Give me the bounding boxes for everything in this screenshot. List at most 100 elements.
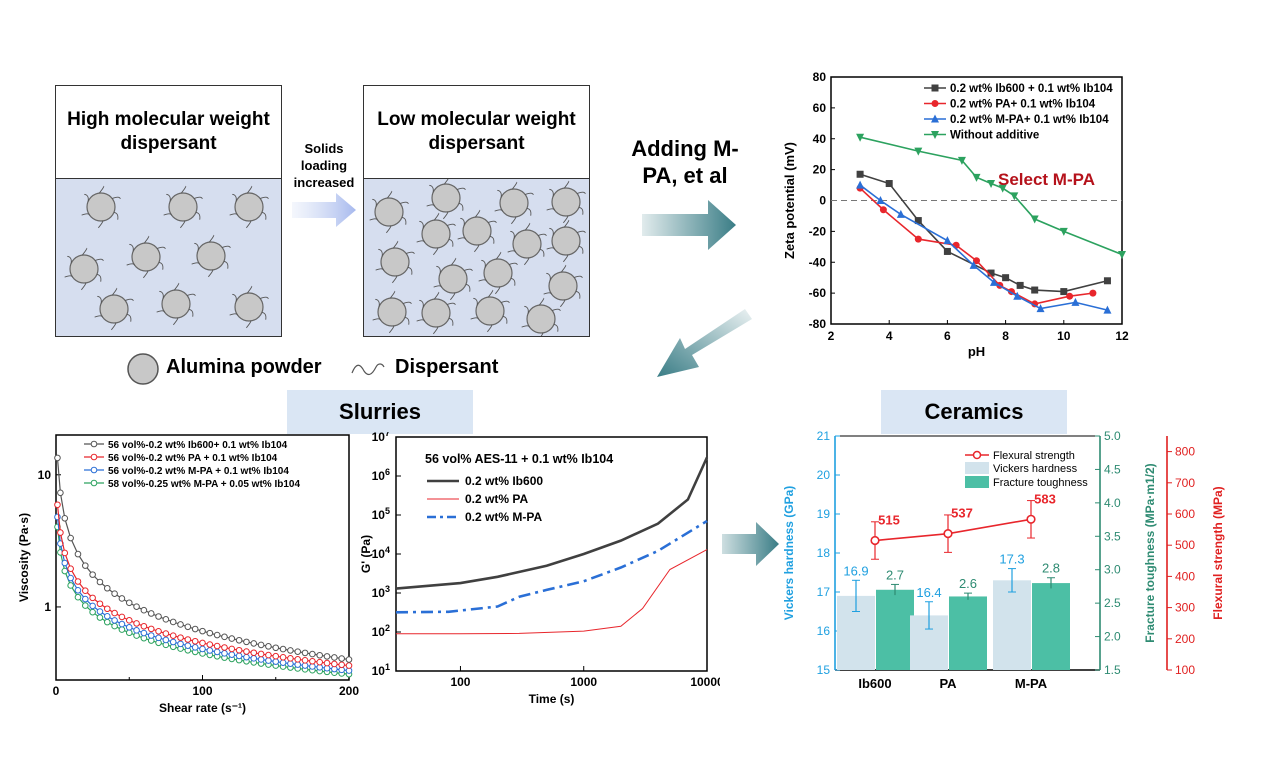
data-point (67, 574, 74, 582)
legend-label: 0.2 wt% M-PA (465, 510, 542, 524)
data-point (177, 640, 184, 648)
chart-title: 56 vol% AES-11 + 0.1 wt% Ib104 (425, 452, 613, 466)
data-point (1059, 227, 1068, 236)
data-point (952, 241, 960, 249)
particle (543, 264, 583, 308)
value-label-hardness: 16.4 (916, 585, 941, 600)
y-tick-label: 101 (372, 662, 390, 678)
x-tick-label: 100 (450, 675, 470, 689)
adding-arrow (642, 200, 736, 250)
data-point (155, 627, 162, 635)
particle (372, 290, 412, 334)
x-tick-label: 4 (886, 329, 893, 343)
data-point (67, 534, 74, 542)
data-point (221, 650, 228, 657)
y-tick-label: 104 (372, 545, 390, 561)
data-point (943, 236, 952, 245)
panel-high-mw-title: High molecular weight dispersant (56, 86, 281, 179)
data-point (943, 247, 951, 255)
data-point (61, 559, 69, 567)
solids-arrow (292, 193, 356, 227)
data-point (140, 622, 148, 630)
data-point (345, 656, 353, 663)
data-point (1013, 291, 1022, 300)
data-point (338, 655, 345, 662)
particle (521, 297, 561, 341)
legend-marker (931, 84, 939, 92)
x-tick-label: 2 (828, 329, 835, 343)
x-tick-label: 12 (1115, 329, 1129, 343)
legend-label: Without additive (950, 130, 1039, 142)
data-point (89, 571, 96, 578)
y-tick-label: 107 (372, 432, 390, 444)
y-right1-tick-label: 3.5 (1104, 529, 1121, 543)
data-point (331, 660, 338, 668)
data-point (111, 590, 118, 597)
panel-high-mw: High molecular weight dispersant (55, 85, 282, 337)
data-point (61, 549, 69, 557)
particle (229, 185, 269, 229)
y-tick-label: 80 (813, 70, 827, 84)
data-point (67, 565, 74, 573)
return-arrow (657, 309, 752, 377)
legend-dispersant-label: Dispersant (395, 356, 499, 378)
data-point (1031, 286, 1039, 294)
data-point (140, 606, 148, 614)
y-right2-tick-label: 300 (1175, 601, 1195, 615)
data-point (228, 651, 236, 658)
data-point (184, 623, 192, 631)
panel-low-mw-body (364, 176, 589, 341)
data-point (96, 578, 104, 586)
x-tick-label: 200 (339, 684, 359, 698)
data-point (1002, 274, 1010, 282)
particle (426, 176, 466, 220)
data-point (82, 587, 89, 594)
particle (546, 180, 586, 224)
data-point (147, 632, 155, 639)
y-left-tick-label: 18 (817, 546, 831, 560)
data-point (103, 618, 111, 626)
data-point (57, 529, 64, 536)
legend-label: Flexural strength (993, 450, 1075, 462)
value-label-hardness: 16.9 (843, 563, 868, 578)
y-right2-tick-label: 800 (1175, 445, 1195, 459)
value-label-strength: 537 (951, 506, 973, 521)
y-right1-tick-label: 5.0 (1104, 429, 1121, 443)
data-point (331, 654, 338, 661)
series-line (859, 187, 1094, 305)
data-point (989, 277, 998, 286)
data-point (228, 645, 236, 653)
data-point (96, 600, 104, 608)
data-point (243, 638, 250, 646)
data-point (876, 196, 885, 204)
data-point (338, 661, 345, 669)
data-point (969, 260, 978, 269)
y-right2-tick-label: 100 (1175, 663, 1195, 677)
data-point (265, 643, 272, 650)
y-right2-tick-label: 500 (1175, 538, 1195, 552)
data-point (1103, 305, 1112, 314)
data-point (82, 595, 89, 603)
bar-toughness (949, 596, 987, 670)
x-axis-label: Shear rate (s⁻¹) (159, 701, 246, 715)
data-point (235, 646, 243, 654)
legend-marker (90, 453, 98, 461)
data-point (316, 658, 324, 666)
value-label-toughness: 2.6 (959, 576, 977, 591)
data-point (294, 648, 302, 655)
data-point (169, 632, 177, 639)
data-point (74, 593, 82, 601)
data-point (89, 594, 96, 602)
data-point (265, 657, 272, 664)
data-point (279, 645, 287, 653)
data-point (67, 582, 74, 589)
legend-marker (90, 466, 98, 474)
data-point (213, 631, 221, 639)
y-right2-label: Flexural strength (MPa) (1211, 486, 1225, 619)
data-point (162, 616, 170, 623)
storage-modulus-chart: 100 1000 10000 101 102 103 104 105 106 107 Time (s… (359, 432, 720, 706)
data-point (301, 649, 309, 657)
data-point (118, 613, 126, 621)
legend-label: 56 vol%-0.2 wt% Ib600+ 0.1 wt% Ib104 (108, 440, 288, 451)
data-point (147, 610, 155, 617)
